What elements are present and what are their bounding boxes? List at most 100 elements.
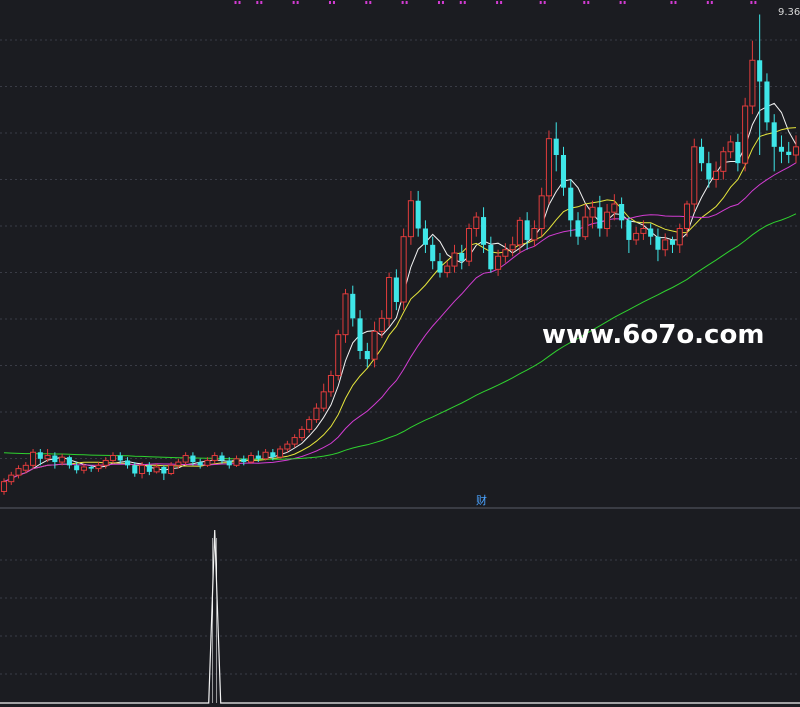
candle [168,462,175,476]
candle [226,457,232,469]
candle [298,426,305,441]
candle-body [633,232,640,241]
candle [742,97,749,172]
candle-body [683,203,691,229]
candle-body [255,455,261,459]
indicator-grid-lines [0,559,800,675]
candle-body [132,465,138,474]
candle-body [676,228,683,246]
candle-body [691,146,698,205]
candle-body [8,474,15,483]
candle [589,200,596,229]
candle [764,73,770,131]
candle-body [619,204,625,221]
top-marker [401,1,404,4]
candle-body [516,219,523,246]
candle-body [568,187,574,221]
candle [386,272,393,327]
candle [291,434,298,448]
candle-body [204,459,211,466]
candle-body [742,105,749,164]
candle [698,138,705,172]
candle-body [720,151,727,172]
watermark-text: www.6o7o.com [542,320,764,350]
candle [342,288,349,343]
candle [502,243,509,263]
candle-body [662,239,669,251]
candle [792,135,800,164]
candle-body [320,391,327,409]
candles-group[interactable] [0,14,800,495]
candle [80,463,87,474]
candle [488,236,494,273]
candle-body [102,459,109,466]
moving-average-lines [3,102,797,483]
candle [364,342,370,368]
candle [8,471,15,485]
financial-report-marker[interactable]: 财 [476,493,487,507]
candle [161,465,167,481]
candle [117,452,123,464]
candle [516,217,523,253]
candle-body [161,466,167,474]
candle [553,122,559,172]
candle [182,452,189,466]
candle-body [764,81,770,123]
candle-body [575,220,581,237]
candle-body [277,448,284,458]
candle-body [757,60,763,82]
candle [720,146,727,180]
candle [662,233,669,257]
top-marker [260,1,263,4]
candle [211,452,218,464]
candle [481,207,487,253]
candle [778,135,785,164]
top-marker [706,1,709,4]
top-marker [238,1,241,4]
high-price-label: 9.36 [778,7,800,18]
candle-body [30,451,37,466]
candle [640,220,647,240]
candle-body [792,146,800,156]
candle-body [241,458,247,463]
candle-body [589,206,596,218]
ma20-line [3,162,797,483]
candle [393,269,399,311]
candle-body [15,468,22,476]
candle-body [175,461,182,466]
candle [575,212,581,245]
candle [277,445,284,459]
candle-body [437,261,443,273]
candle [88,465,94,472]
candle-body [284,443,291,450]
candle-body [582,216,589,238]
candle-body [0,481,8,492]
candle-body [735,141,741,164]
candle-body [538,195,545,229]
top-marker [441,1,444,4]
candle-body [342,293,349,336]
candle-body [495,255,502,270]
candle-body [313,407,320,421]
top-marker [543,1,546,4]
candle [52,452,58,469]
candle-body [262,451,269,460]
candle-body [415,200,421,229]
top-marker [234,1,237,4]
candle [197,458,203,469]
candle [74,462,80,474]
top-marker [583,1,586,4]
candle-body [37,452,43,459]
candle-body [22,464,29,471]
candle-body [153,466,160,473]
top-marker [328,1,331,4]
candle [415,190,421,237]
candle [102,457,109,469]
candle-body [95,464,102,470]
candle-body [771,122,777,147]
top-marker [405,1,408,4]
candle [204,457,211,467]
candle-body [655,236,661,250]
